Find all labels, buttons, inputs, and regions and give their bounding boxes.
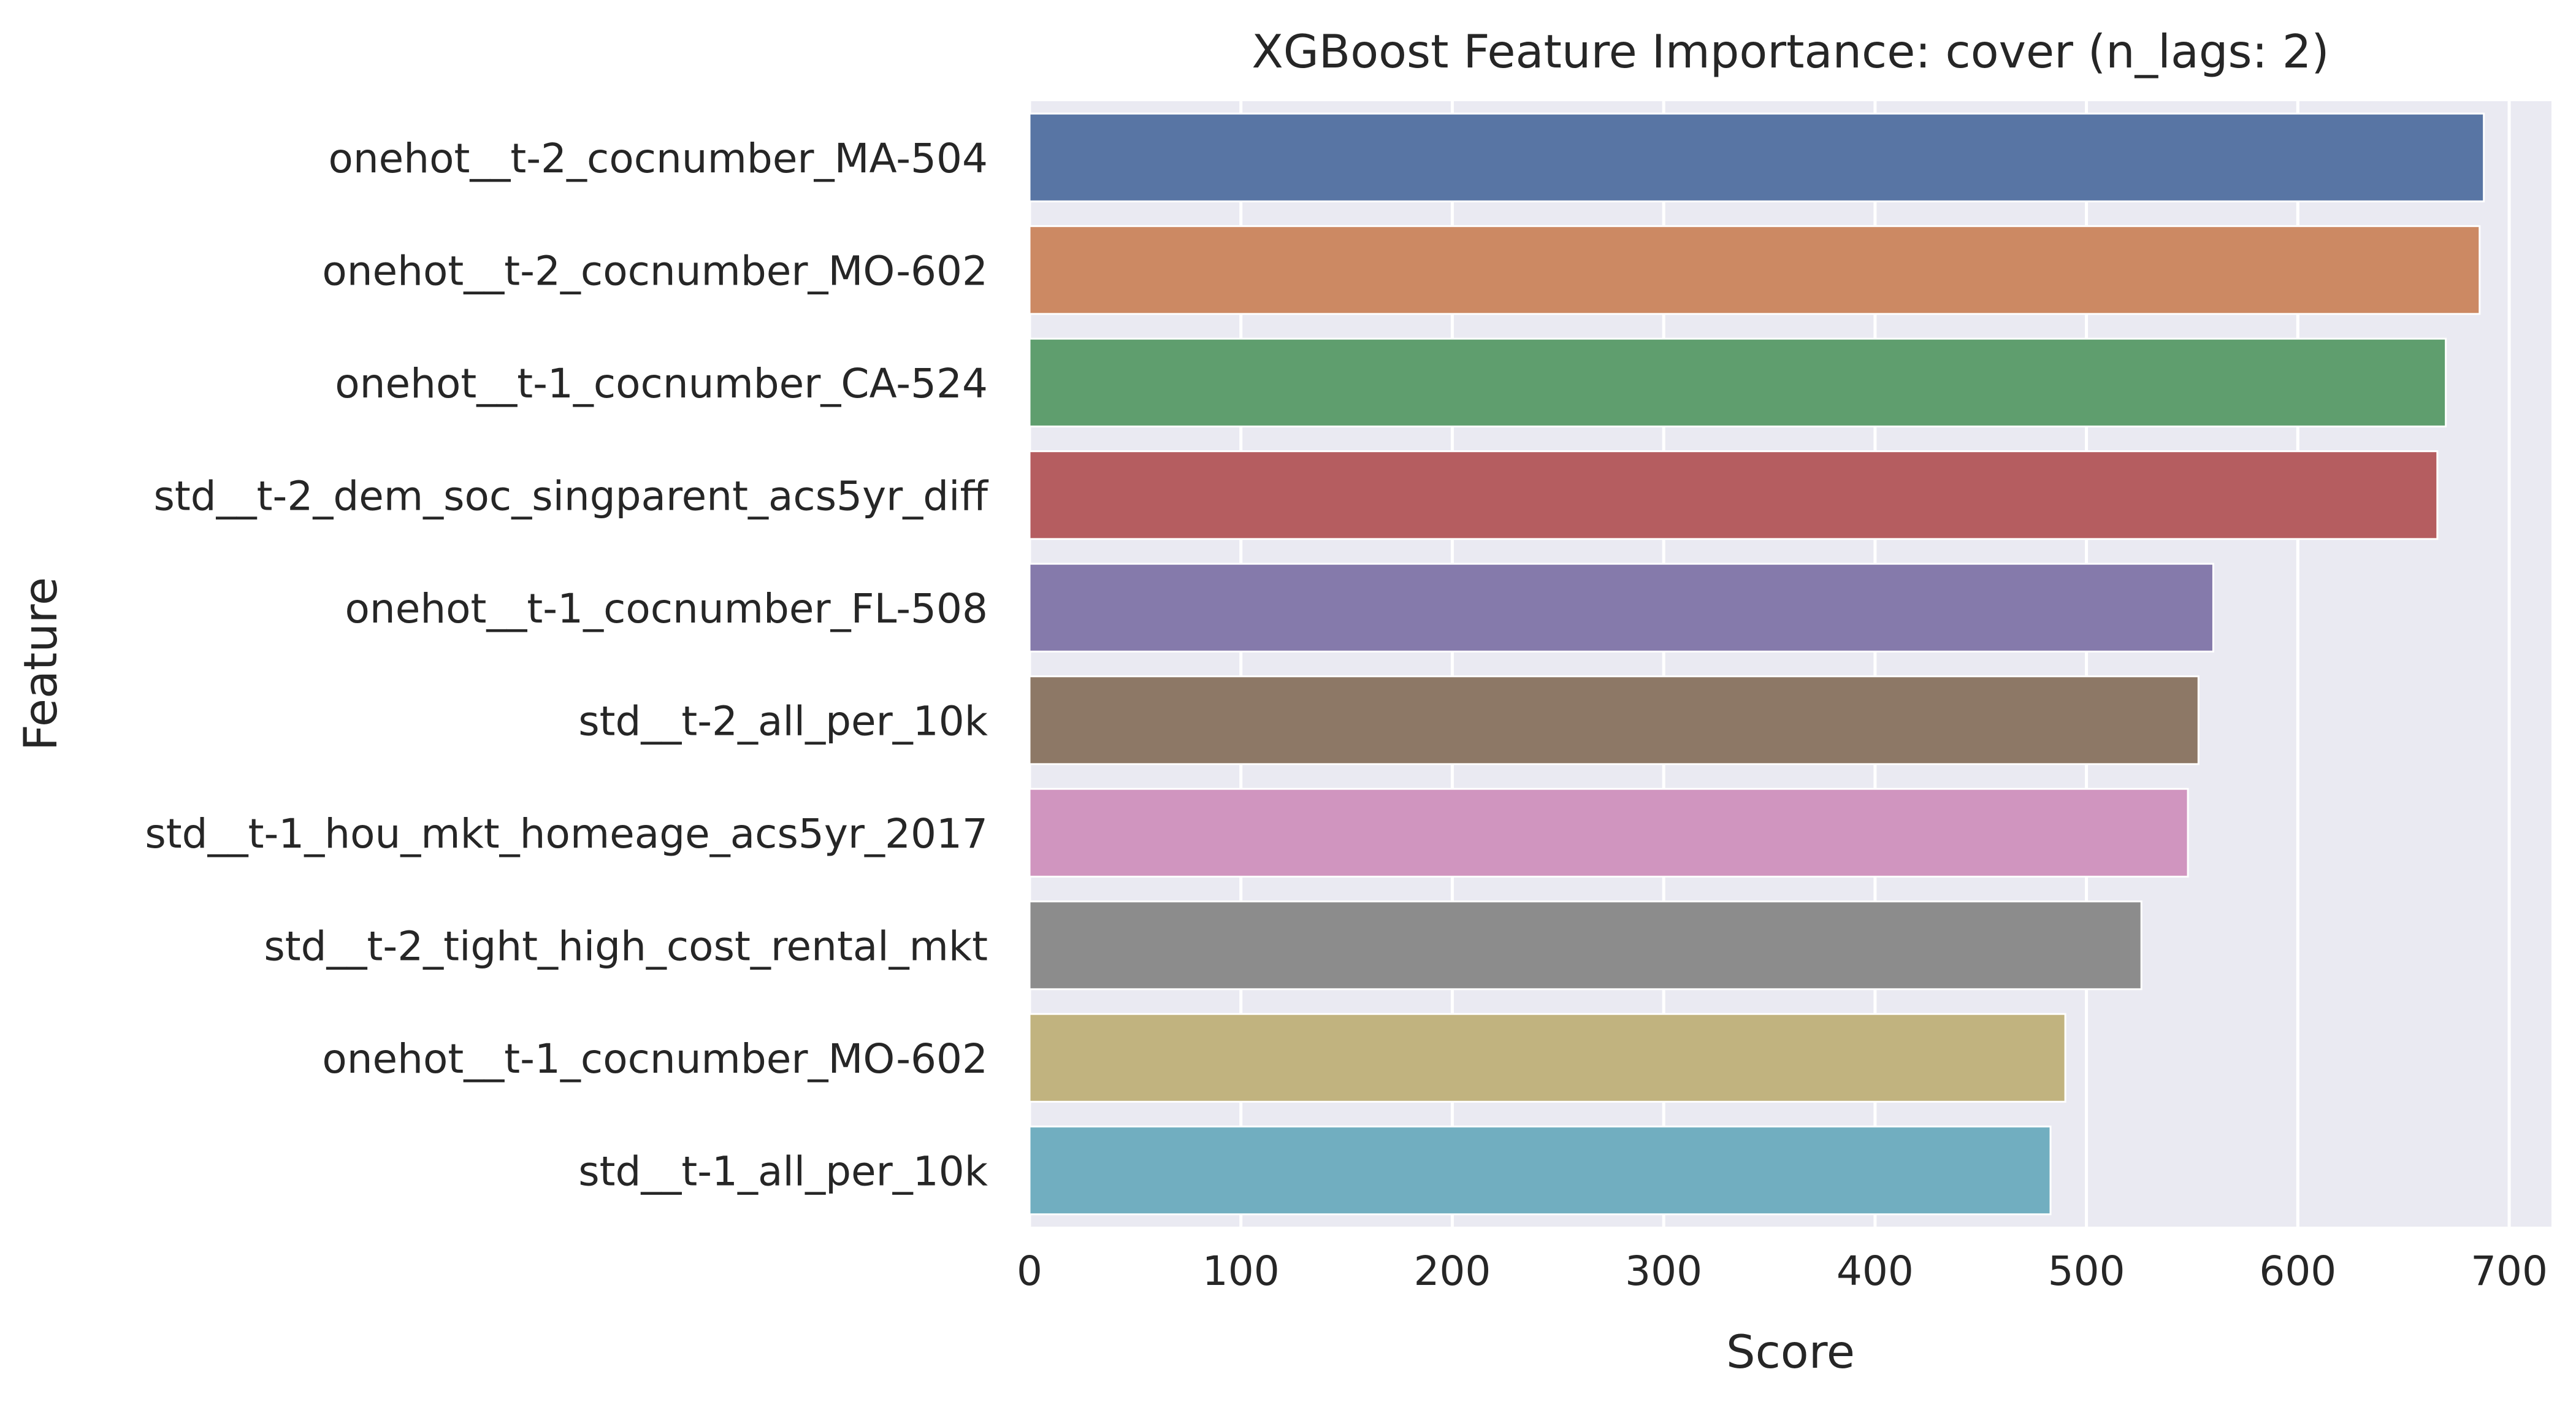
x-tick-labels: 0 100 200 300 400 500 600 700 — [1017, 1248, 2548, 1295]
bar — [1028, 675, 2200, 765]
x-tick-label: 600 — [2259, 1248, 2336, 1295]
x-axis-label: Score — [1726, 1325, 1855, 1379]
bar — [1028, 450, 2439, 540]
y-tick-label: std__t-2_all_per_10k — [578, 697, 988, 745]
bar — [1028, 562, 2214, 653]
bar — [1028, 900, 2142, 991]
x-tick-label: 200 — [1413, 1248, 1491, 1295]
chart-title: XGBoost Feature Importance: cover (n_lag… — [1252, 25, 2329, 79]
y-tick-label: std__t-1_hou_mkt_homeage_acs5yr_2017 — [145, 810, 988, 857]
bar — [1028, 1013, 2066, 1103]
bars — [1028, 112, 2485, 1216]
bar — [1028, 337, 2447, 427]
y-tick-labels: onehot__t-2_cocnumber_MA-504 onehot__t-2_… — [145, 135, 988, 1195]
x-tick-label: 500 — [2048, 1248, 2125, 1295]
y-axis-label: Feature — [13, 577, 67, 751]
y-tick-label: std__t-2_dem_soc_singparent_acs5yr_diff — [154, 472, 989, 519]
y-tick-label: onehot__t-1_cocnumber_CA-524 — [335, 360, 988, 407]
x-tick-label: 400 — [1836, 1248, 1914, 1295]
y-tick-label: onehot__t-1_cocnumber_MO-602 — [322, 1035, 988, 1083]
y-tick-label: onehot__t-1_cocnumber_FL-508 — [345, 585, 988, 632]
y-tick-label: onehot__t-2_cocnumber_MA-504 — [328, 135, 988, 182]
bar — [1028, 225, 2481, 315]
y-tick-label: std__t-1_all_per_10k — [578, 1148, 988, 1195]
x-tick-label: 100 — [1202, 1248, 1280, 1295]
bar — [1028, 1125, 2052, 1216]
x-tick-label: 300 — [1625, 1248, 1702, 1295]
y-tick-label: std__t-2_tight_high_cost_rental_mkt — [264, 922, 988, 970]
x-tick-label: 700 — [2471, 1248, 2548, 1295]
x-tick-label: 0 — [1017, 1248, 1042, 1295]
bar — [1028, 112, 2485, 202]
bar — [1028, 788, 2189, 878]
y-tick-label: onehot__t-2_cocnumber_MO-602 — [322, 247, 988, 294]
